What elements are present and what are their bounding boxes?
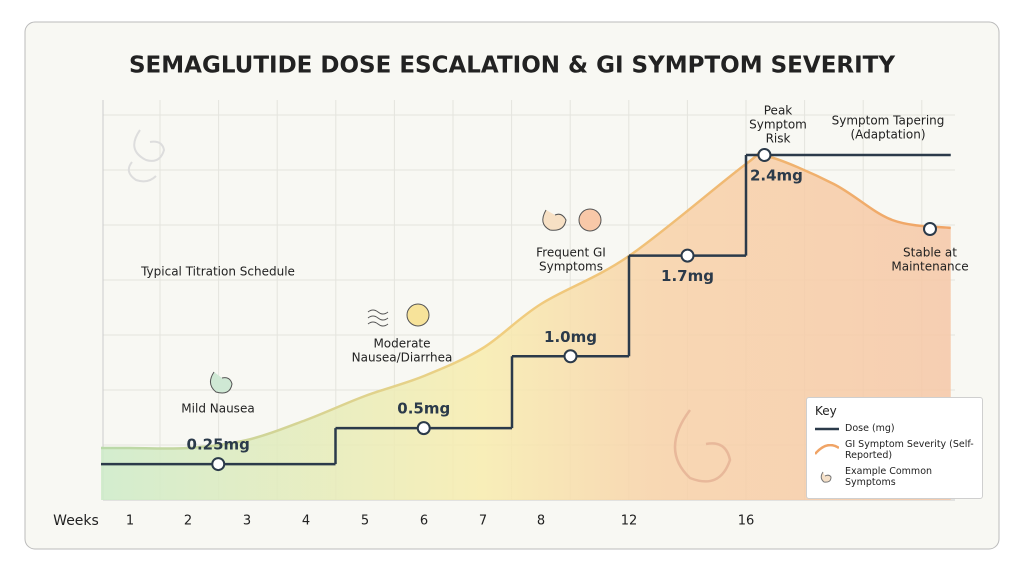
annotation: (Adaptation) [851,128,926,142]
legend-icon [820,471,832,483]
legend-label: GI Symptom Severity (Self-Reported) [845,439,974,461]
chart-title: SEMAGLUTIDE DOSE ESCALATION & GI SYMPTOM… [129,53,895,79]
x-axis-label: Weeks [53,513,99,529]
icon [210,371,233,394]
dose-marker [211,457,226,472]
x-tick-label: 6 [420,514,428,529]
x-tick-label: 4 [302,514,310,529]
annotation: Symptom [749,118,807,132]
icon [673,409,732,483]
annotation: Typical Titration Schedule [140,265,295,279]
dose-label: 1.0mg [544,328,597,346]
icon [127,129,166,183]
icon [578,208,602,232]
annotation: Moderate [373,337,430,351]
plot: 1 2 3 4 5 6 7 8 12 160.25mg0.5mg1.0mg1.7mg2.4mgTy… [101,104,969,529]
x-tick-label: 8 [537,514,545,529]
dose-marker [757,148,772,162]
annotation: Stable at [903,246,957,260]
legend-label: Dose (mg) [845,423,895,434]
x-tick-label: 7 [479,514,487,529]
dose-marker [563,349,578,364]
x-tick-label: 2 [184,514,192,529]
x-tick-label: 16 [738,514,755,529]
severity-area [101,152,951,501]
annotation: Symptom Tapering [832,114,945,128]
annotation: Peak [764,104,793,118]
annotation-marker [923,222,937,236]
severity-line [101,151,951,450]
legend-title: Key [815,404,837,418]
x-tick-label: 12 [621,514,638,529]
legend-swatch [815,427,839,430]
dose-label: 2.4mg [750,167,803,185]
annotation: Risk [766,132,791,146]
annotation: Symptoms [539,260,603,274]
icon [406,303,430,327]
dose-label: 1.7mg [661,267,714,285]
legend-label: Example Common Symptoms [845,466,933,488]
x-tick-label: 1 [126,514,134,529]
icon [542,209,567,231]
legend-item: Example Common Symptoms [815,466,974,488]
annotation: Nausea/Diarrhea [352,351,453,365]
annotation: Frequent GI [536,246,606,260]
legend: Key Dose (mg) GI Symptom Severity (Self-… [806,397,983,499]
dose-marker [416,421,431,436]
dose-marker [680,248,695,263]
legend-swatch [815,444,839,455]
dose-label: 0.25mg [187,436,250,454]
legend-item: Dose (mg) [815,423,974,434]
x-tick-label: 5 [361,514,369,529]
icon [367,309,389,327]
annotation: Maintenance [891,260,968,274]
annotation: Mild Nausea [181,402,254,416]
legend-item: GI Symptom Severity (Self-Reported) [815,439,974,461]
x-tick-label: 3 [243,514,251,529]
dose-label: 0.5mg [397,400,450,418]
